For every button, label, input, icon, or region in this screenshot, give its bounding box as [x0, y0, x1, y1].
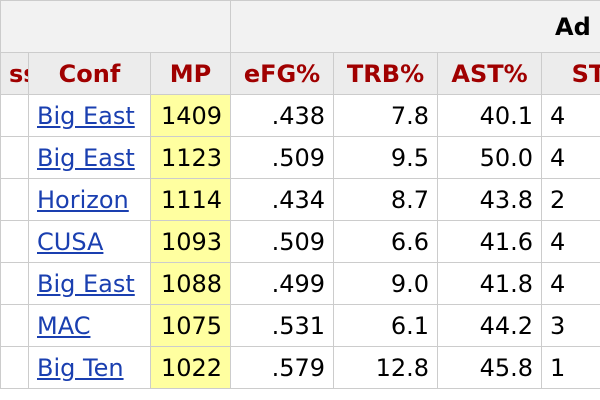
cell: 2 — [541, 178, 600, 221]
conf-link[interactable]: CUSA — [37, 227, 104, 256]
cell: 50.0 — [437, 136, 543, 179]
conf-link[interactable]: Horizon — [37, 185, 129, 214]
group-header-text: Ad — [555, 12, 591, 41]
cell: 1114 — [149, 178, 232, 221]
cell: 1093 — [149, 220, 232, 263]
conf-link[interactable]: Big East — [37, 143, 135, 172]
cell: 9.0 — [333, 262, 439, 305]
cell — [0, 178, 29, 221]
cell: .438 — [230, 94, 335, 137]
cell: CUSA — [28, 220, 151, 263]
cell: .579 — [230, 346, 335, 389]
cell: 1088 — [149, 262, 232, 305]
cell: 40.1 — [437, 94, 543, 137]
cell: 4 — [541, 262, 600, 305]
cell: 1409 — [149, 94, 232, 137]
cell: MAC — [28, 304, 151, 347]
conf-link[interactable]: Big Ten — [37, 353, 124, 382]
cell: .499 — [230, 262, 335, 305]
table-row: Horizon 1114.434 8.7 43.8 2 — [0, 178, 600, 221]
cell — [0, 262, 29, 305]
table-row: Big East 1088.499 9.0 41.8 4 — [0, 262, 600, 305]
stats-table: Ad ssConfMPeFG%TRB%AST%STL Big East 1409.… — [0, 0, 600, 389]
cell: 43.8 — [437, 178, 543, 221]
cell: Big East — [28, 94, 151, 137]
cell: 4 — [541, 136, 600, 179]
column-header: Conf — [28, 52, 151, 95]
column-header: TRB% — [333, 52, 439, 95]
column-header: ss — [0, 52, 29, 95]
cell — [0, 304, 29, 347]
cell: 1123 — [149, 136, 232, 179]
table-row: Big East 1409.438 7.8 40.1 4 — [0, 94, 600, 137]
cell: 4 — [541, 220, 600, 263]
cell: 9.5 — [333, 136, 439, 179]
table-body: Big East 1409.438 7.8 40.1 4 Big East 1123.509… — [0, 94, 600, 389]
cell: 41.8 — [437, 262, 543, 305]
cell: 1022 — [149, 346, 232, 389]
cell: 1075 — [149, 304, 232, 347]
empty-header — [0, 0, 232, 53]
header-row: ssConfMPeFG%TRB%AST%STL — [0, 52, 600, 95]
cell: Big East — [28, 136, 151, 179]
cell: .509 — [230, 136, 335, 179]
table-row: Big Ten 1022.579 12.8 45.8 1 — [0, 346, 600, 389]
conf-link[interactable]: Big East — [37, 269, 135, 298]
table-row: MAC 1075.531 6.1 44.2 3 — [0, 304, 600, 347]
cell — [0, 94, 29, 137]
cell: Horizon — [28, 178, 151, 221]
group-header-row: Ad — [0, 0, 600, 53]
table-row: CUSA 1093.509 6.6 41.6 4 — [0, 220, 600, 263]
cell: 4 — [541, 94, 600, 137]
conf-link[interactable]: MAC — [37, 311, 91, 340]
cell: 45.8 — [437, 346, 543, 389]
conf-link[interactable]: Big East — [37, 101, 135, 130]
cell: 8.7 — [333, 178, 439, 221]
cell: 3 — [541, 304, 600, 347]
cell — [0, 346, 29, 389]
table-row: Big East 1123.509 9.5 50.0 4 — [0, 136, 600, 179]
column-header: eFG% — [230, 52, 335, 95]
cell: 6.6 — [333, 220, 439, 263]
cell: 6.1 — [333, 304, 439, 347]
cell — [0, 220, 29, 263]
group-header: Ad — [230, 0, 600, 53]
cell: 12.8 — [333, 346, 439, 389]
cell: .509 — [230, 220, 335, 263]
cell: Big Ten — [28, 346, 151, 389]
cell: .434 — [230, 178, 335, 221]
cell: 7.8 — [333, 94, 439, 137]
cell: 1 — [541, 346, 600, 389]
cell: Big East — [28, 262, 151, 305]
cell: 44.2 — [437, 304, 543, 347]
cell — [0, 136, 29, 179]
column-header: MP — [149, 52, 232, 95]
column-header: STL — [541, 52, 600, 95]
column-header: AST% — [437, 52, 543, 95]
cell: 41.6 — [437, 220, 543, 263]
cell: .531 — [230, 304, 335, 347]
